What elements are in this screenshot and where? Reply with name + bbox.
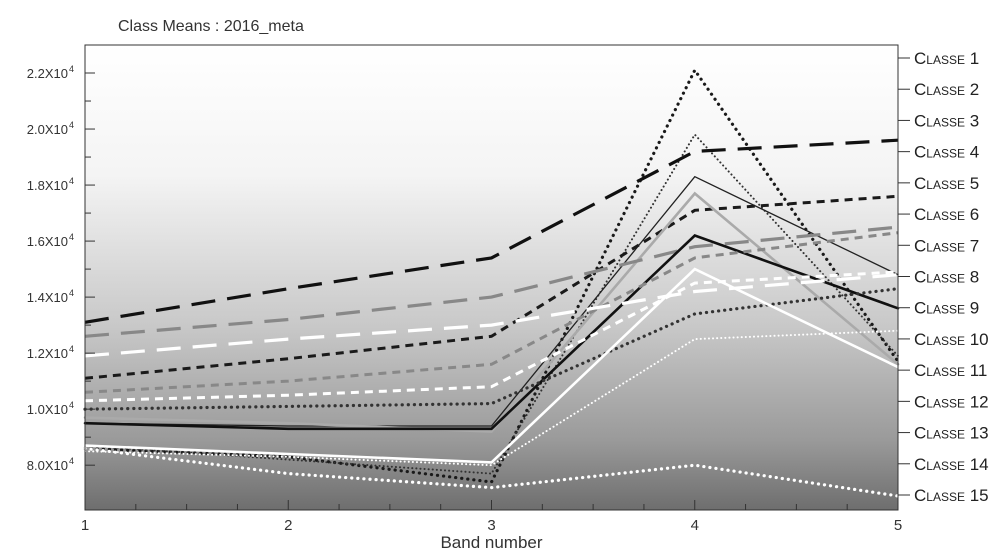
y-tick-label: 1.8X10: [27, 178, 68, 193]
y-tick-label: 2.0X10: [27, 122, 68, 137]
series-line-5: [84, 194, 899, 380]
series-line-8: [83, 234, 900, 431]
x-tick-label: 5: [894, 517, 902, 534]
x-tick-label: 3: [487, 517, 495, 534]
legend-label-1: Classe 1: [914, 49, 979, 68]
series-line-14: [84, 329, 899, 467]
y-tick-label: 2.2X10: [27, 66, 68, 81]
legend-label-9: Classe 9: [914, 299, 979, 318]
series-line-15: [83, 446, 900, 498]
chart-title: Class Means : 2016_meta: [118, 18, 304, 35]
legend-label-3: Classe 3: [914, 111, 979, 130]
y-tick-exponent: 4: [69, 400, 74, 410]
y-tick-label: 1.6X10: [27, 234, 68, 249]
y-tick-label: 1.0X10: [27, 402, 68, 417]
y-tick-exponent: 4: [69, 456, 74, 466]
series-line-13: [83, 267, 900, 464]
y-tick-exponent: 4: [69, 176, 74, 186]
series-layer: [83, 67, 900, 498]
legend-label-8: Classe 8: [914, 268, 979, 287]
legend-label-6: Classe 6: [914, 205, 979, 224]
x-tick-label: 4: [691, 517, 699, 534]
y-tick-label: 1.4X10: [27, 290, 68, 305]
x-tick-label: 1: [81, 517, 89, 534]
legend-label-2: Classe 2: [914, 80, 979, 99]
series-line-10: [84, 273, 899, 358]
y-tick-exponent: 4: [69, 288, 74, 298]
legend-label-13: Classe 13: [914, 424, 989, 443]
legend-label-11: Classe 11: [914, 361, 987, 380]
series-line-4: [84, 175, 899, 427]
y-tick-label: 8.0X10: [27, 458, 68, 473]
series-line-3: [84, 138, 899, 324]
series-line-7: [84, 225, 899, 338]
legend-label-12: Classe 12: [914, 392, 989, 411]
legend-label-5: Classe 5: [914, 174, 979, 193]
series-line-9: [84, 231, 899, 394]
x-tick-label: 2: [284, 517, 292, 534]
legend-label-4: Classe 4: [914, 143, 979, 162]
series-line-11: [83, 287, 900, 411]
y-tick-exponent: 4: [69, 120, 74, 130]
x-axis-label: Band number: [440, 533, 542, 552]
legend-layer: Classe 1 Classe 2 Classe 3 Classe 4 Classe 5…: [898, 49, 989, 505]
y-tick-label: 1.2X10: [27, 346, 68, 361]
y-tick-exponent: 4: [69, 344, 74, 354]
series-line-12: [84, 270, 899, 403]
legend-label-15: Classe 15: [914, 486, 989, 505]
legend-label-14: Classe 14: [914, 455, 989, 474]
legend-label-10: Classe 10: [914, 330, 989, 349]
y-tick-exponent: 4: [69, 64, 74, 74]
legend-label-7: Classe 7: [914, 236, 979, 255]
y-tick-exponent: 4: [69, 232, 74, 242]
